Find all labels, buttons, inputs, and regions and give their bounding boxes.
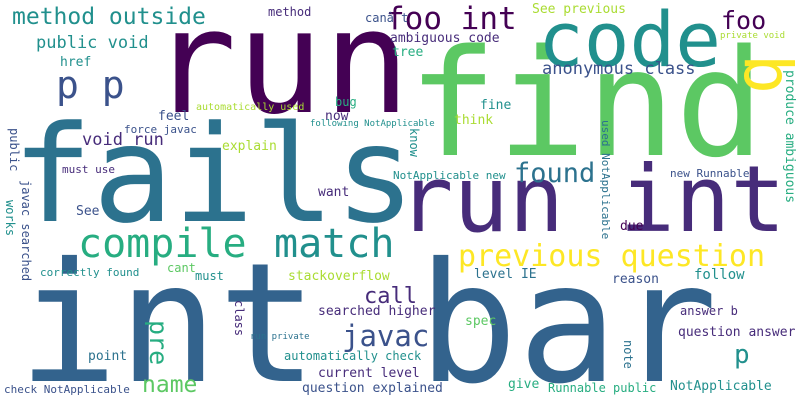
- word-new-runnable: new Runnable: [670, 167, 750, 180]
- word-current-level: current level: [318, 366, 420, 381]
- word-notapplicable-new: NotApplicable new: [393, 169, 506, 182]
- word-correctly-found: correctly found: [40, 266, 140, 279]
- word-int-bar: int bar: [18, 228, 718, 400]
- word-foo: foo: [721, 6, 767, 35]
- word-fine: fine: [480, 98, 512, 113]
- word-level-ie: level IE: [474, 267, 537, 282]
- word-following-notapplicable: following NotApplicable: [310, 119, 435, 129]
- word-code: code: [538, 0, 722, 84]
- word-automatically-check: automatically check: [284, 349, 422, 363]
- word-notapplicable: NotApplicable: [670, 379, 772, 394]
- word-foo-int: foo int: [386, 1, 517, 37]
- word-p: p: [734, 340, 750, 370]
- word-bug: bug: [335, 95, 357, 109]
- word-answer-b: answer b: [680, 304, 738, 318]
- word-think: think: [454, 113, 494, 128]
- word-see: See: [76, 204, 100, 219]
- word-method: method: [268, 5, 312, 19]
- word-question-answer: question answer: [678, 325, 796, 340]
- word-question-explained: question explained: [302, 381, 443, 396]
- word-class: class: [232, 300, 246, 337]
- word-must-use: must use: [62, 163, 115, 176]
- word-point: point: [88, 349, 128, 364]
- word-runnable-public: Runnable public: [548, 381, 657, 395]
- word-fails: fails: [12, 97, 416, 253]
- word-explain: explain: [222, 139, 277, 154]
- word-name: name: [142, 372, 198, 398]
- word-run-private: run private: [250, 332, 310, 342]
- word-note: note: [621, 340, 635, 369]
- word-tree: tree: [392, 45, 424, 60]
- word-see-previous: See previous: [532, 2, 626, 17]
- word-stackoverflow: stackoverflow: [288, 269, 390, 284]
- word-public-void: public void: [36, 33, 149, 53]
- word-method-outside: method outside: [12, 4, 206, 30]
- word-cant: cant: [167, 261, 196, 275]
- word-now: now: [325, 109, 349, 124]
- word-run: run: [150, 0, 411, 146]
- word-void-run: void run: [82, 130, 164, 150]
- word-private-void: private void: [720, 31, 786, 41]
- word-cant-hat: canâ t: [365, 11, 409, 25]
- word-javac-searched: javac searched: [19, 180, 33, 282]
- word-find: find: [408, 18, 765, 190]
- word-compile: compile: [78, 221, 247, 267]
- word-p-p: p p: [56, 63, 125, 107]
- word-searched-higher: searched higher: [318, 304, 436, 319]
- word-give: give: [508, 377, 540, 392]
- word-due: due: [620, 219, 644, 234]
- word-works: works: [3, 200, 17, 237]
- word-previous-question: previous question: [458, 239, 766, 274]
- word-used-notapplicable: used NotApplicable: [599, 120, 612, 240]
- word-want: want: [318, 185, 350, 200]
- word-found: found: [514, 158, 596, 189]
- word-pre: pre: [144, 320, 173, 366]
- word-follow: follow: [694, 267, 745, 283]
- word-force-javac: force javac: [124, 123, 197, 136]
- word-run-int: run int: [398, 146, 786, 253]
- word-href: href: [60, 55, 92, 70]
- word-reason: reason: [612, 272, 659, 287]
- word-produce-ambiguous: produce ambiguous: [782, 70, 797, 204]
- word-check-notapplicable: check NotApplicable: [4, 383, 130, 396]
- word-feel: feel: [158, 109, 190, 124]
- word-public: public: [7, 128, 21, 172]
- word-know: know: [407, 128, 421, 157]
- word-match: match: [274, 221, 395, 267]
- word-must: must: [195, 269, 224, 283]
- word-anonymous-class: anonymous class: [542, 59, 696, 79]
- word-b: b: [729, 54, 800, 94]
- word-automatically-used: automatically used: [196, 102, 305, 113]
- word-call: call: [364, 284, 417, 309]
- word-ambiguous-code: ambiguous code: [390, 31, 500, 46]
- word-spec: spec: [465, 314, 497, 329]
- word-javac: javac: [342, 319, 430, 353]
